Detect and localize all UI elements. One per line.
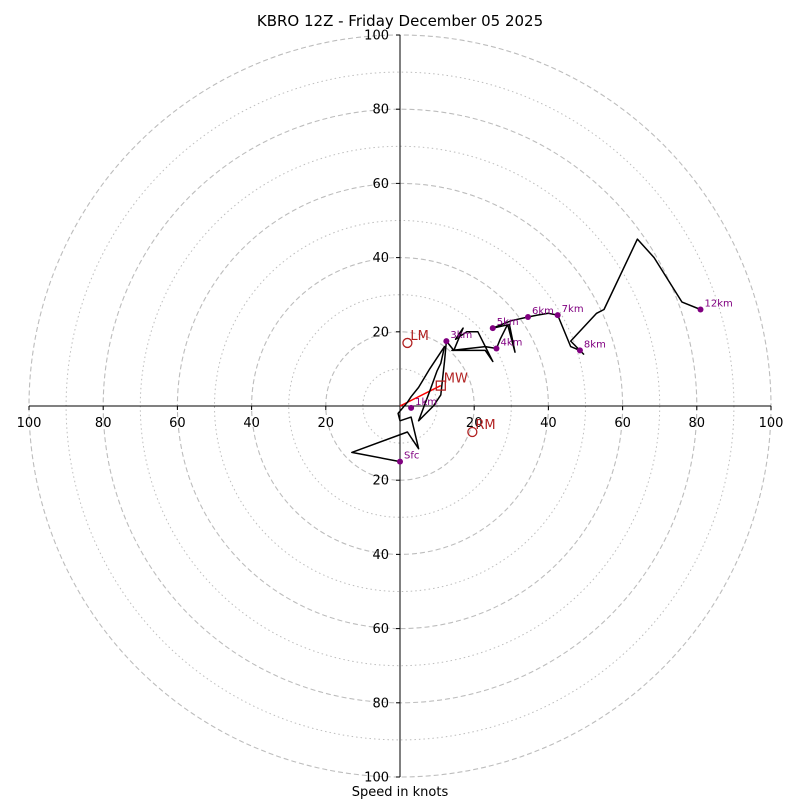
x-tick-label: 60 <box>169 416 186 431</box>
height-marker-dot <box>397 458 403 465</box>
y-tick-label: 20 <box>372 474 389 489</box>
height-marker-dot <box>576 347 583 354</box>
y-tick-label: 20 <box>372 325 389 340</box>
x-tick-label: 60 <box>614 416 631 431</box>
x-tick-label: 20 <box>466 416 483 431</box>
y-tick-label: 60 <box>372 622 389 637</box>
x-tick-label: 40 <box>243 416 260 431</box>
height-markers: Sfc 1km 3km 4km 5km 6km 7km 8km 12km <box>397 299 733 465</box>
x-tick-label: 80 <box>95 416 112 431</box>
storm-motion-marker <box>402 337 413 349</box>
y-tick-label: 60 <box>372 177 389 192</box>
x-tick-label: 100 <box>17 416 42 431</box>
mean-wind-marker <box>435 380 446 391</box>
height-marker-dot <box>489 325 496 332</box>
x-tick-label: 40 <box>540 416 557 431</box>
y-tick-label: 80 <box>372 696 389 711</box>
height-marker-dot <box>493 345 500 352</box>
y-tick-label: 40 <box>372 251 389 266</box>
height-marker-label: 8km <box>584 339 606 350</box>
height-marker-dot <box>697 306 704 313</box>
storm-motion-marker <box>467 426 478 438</box>
height-marker-label: 5km <box>497 317 519 328</box>
height-marker-dot <box>524 313 531 320</box>
height-marker-dot <box>443 338 450 345</box>
x-tick-label: 20 <box>318 416 335 431</box>
x-tick-label: 80 <box>689 416 706 431</box>
height-marker-label: 7km <box>562 304 584 315</box>
tick-labels: 100 80 60 40 20 20 40 60 80 100 100 80 60 40 20 20 40 60 8… <box>17 29 784 786</box>
y-tick-label: 80 <box>372 103 389 118</box>
height-marker-label: 1km <box>415 397 437 408</box>
y-tick-label: 100 <box>364 29 389 44</box>
height-marker-label: 12km <box>705 299 733 310</box>
height-marker-dot <box>554 312 561 319</box>
height-marker-label: Sfc <box>404 451 419 462</box>
x-axis-label: Speed in knots <box>352 785 449 800</box>
storm-motion-label: LM <box>410 329 428 344</box>
height-marker-label: 4km <box>500 337 522 348</box>
y-tick-label: 100 <box>364 771 389 786</box>
hodograph-trace-line <box>351 238 701 463</box>
storm-motion-markers: LM RM MW <box>402 329 496 438</box>
wind-trace <box>351 238 701 463</box>
y-tick-label: 40 <box>372 548 389 563</box>
height-marker-dot <box>408 404 415 411</box>
height-marker-label: 3km <box>450 330 472 341</box>
chart-title: KBRO 12Z - Friday December 05 2025 <box>257 12 543 30</box>
x-tick-label: 100 <box>759 416 784 431</box>
storm-motion-label: RM <box>475 418 495 433</box>
storm-motion-label: MW <box>444 372 468 387</box>
height-marker-label: 6km <box>532 306 554 317</box>
